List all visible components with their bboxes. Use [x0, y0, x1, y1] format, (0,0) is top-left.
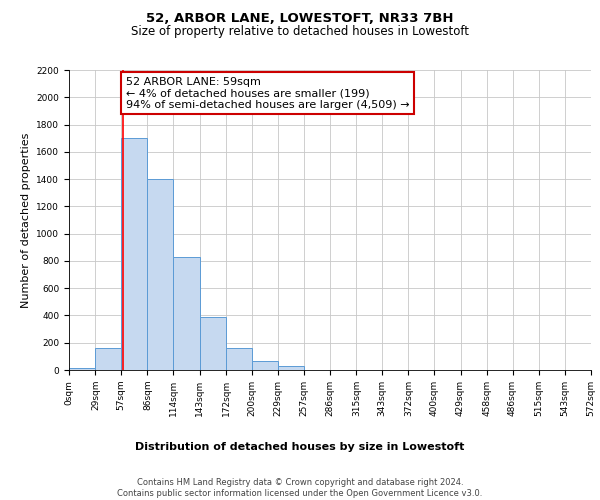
- Text: Size of property relative to detached houses in Lowestoft: Size of property relative to detached ho…: [131, 25, 469, 38]
- Text: 52, ARBOR LANE, LOWESTOFT, NR33 7BH: 52, ARBOR LANE, LOWESTOFT, NR33 7BH: [146, 12, 454, 26]
- Bar: [278, 366, 304, 370]
- Bar: [251, 361, 278, 370]
- Bar: [226, 348, 251, 370]
- Bar: [173, 257, 199, 370]
- Y-axis label: Number of detached properties: Number of detached properties: [21, 132, 31, 308]
- Bar: [148, 179, 173, 370]
- Text: 52 ARBOR LANE: 59sqm
← 4% of detached houses are smaller (199)
94% of semi-detac: 52 ARBOR LANE: 59sqm ← 4% of detached ho…: [125, 77, 409, 110]
- Bar: [199, 317, 226, 370]
- Bar: [95, 348, 121, 370]
- Bar: [69, 368, 95, 370]
- Text: Contains HM Land Registry data © Crown copyright and database right 2024.
Contai: Contains HM Land Registry data © Crown c…: [118, 478, 482, 498]
- Bar: [121, 138, 148, 370]
- Text: Distribution of detached houses by size in Lowestoft: Distribution of detached houses by size …: [136, 442, 464, 452]
